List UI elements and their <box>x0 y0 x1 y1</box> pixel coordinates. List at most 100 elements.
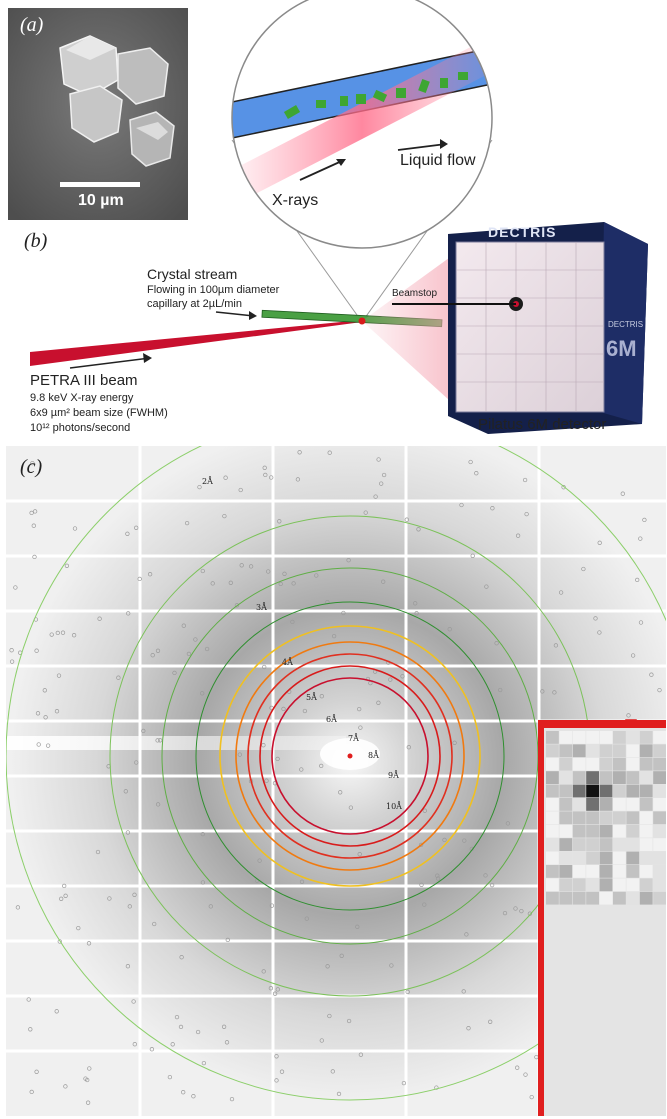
bragg-spot-marker <box>488 1019 493 1024</box>
resolution-ring-label: 2Å <box>202 477 213 486</box>
bragg-spot-marker <box>123 789 128 794</box>
bragg-spot-marker <box>152 921 157 927</box>
bragg-spot-marker <box>29 1089 34 1095</box>
inset-xrays-label: X-rays <box>272 192 319 209</box>
bragg-spot-marker <box>200 568 205 574</box>
zoom-pixel <box>586 824 599 838</box>
bragg-spot-marker <box>418 842 424 848</box>
zoom-pixel <box>546 865 559 878</box>
zoom-pixel <box>572 784 586 798</box>
bragg-spot-marker <box>71 633 77 638</box>
zoom-pixel <box>559 891 573 905</box>
bragg-spot-marker <box>346 1018 352 1024</box>
bragg-spot-marker <box>319 694 324 699</box>
zoom-pixel <box>586 798 599 811</box>
bragg-spot-marker <box>327 1013 332 1019</box>
bragg-spot-marker <box>581 566 586 572</box>
bragg-spot-marker <box>225 937 230 943</box>
zoom-pixel <box>626 878 640 892</box>
bragg-spot-marker <box>174 1014 180 1020</box>
zoom-pixel <box>653 824 666 838</box>
zoom-pixel <box>613 891 626 905</box>
bragg-spot-marker <box>155 802 161 807</box>
bragg-spot-marker <box>314 573 319 578</box>
beam-center <box>347 753 353 759</box>
zoom-inset <box>538 720 666 1116</box>
bragg-spot-marker <box>184 520 190 526</box>
bragg-spot-marker <box>239 563 244 568</box>
scale-bar-label: 10 µm <box>78 192 124 209</box>
bragg-spot-marker <box>635 577 640 583</box>
resolution-ring <box>235 641 465 871</box>
panel-b-label: (b) <box>24 230 48 252</box>
bragg-spot-marker <box>107 896 112 901</box>
bragg-spot-marker <box>72 526 78 531</box>
bragg-spot-marker <box>224 1040 230 1045</box>
zoom-pixel <box>546 784 559 798</box>
bragg-spot-marker <box>419 882 424 887</box>
zoom-pixel <box>572 811 586 825</box>
bragg-spot-marker <box>483 873 488 878</box>
xray-beam <box>232 36 492 206</box>
bragg-spot-marker <box>155 738 160 743</box>
bragg-spot-marker <box>269 903 275 908</box>
bragg-spot-marker <box>85 1100 91 1105</box>
bragg-spot-marker <box>404 517 409 522</box>
bragg-spot-marker <box>422 808 427 813</box>
bragg-spot-marker <box>304 916 309 921</box>
bragg-spot-marker <box>269 475 274 480</box>
bragg-spot-marker <box>248 564 254 569</box>
resolution-ring <box>247 653 453 859</box>
bragg-spot-marker <box>290 619 295 625</box>
bragg-spot-marker <box>442 837 447 843</box>
bragg-spot-marker <box>155 648 161 653</box>
bragg-spot-marker <box>489 882 495 888</box>
zoom-pixel <box>613 878 626 892</box>
resolution-ring <box>195 601 505 911</box>
bragg-spot-marker <box>186 651 192 657</box>
bragg-spot-marker <box>191 1094 196 1099</box>
bragg-spot-marker <box>657 687 662 693</box>
bragg-spot-marker <box>29 510 34 516</box>
zoom-pixel <box>586 811 599 825</box>
zoom-pixel <box>559 851 573 865</box>
zoom-pixel <box>653 771 666 784</box>
bragg-spot-marker <box>414 611 419 616</box>
zoom-pixel <box>572 731 586 744</box>
bragg-spot-marker <box>630 653 636 658</box>
bragg-spot-marker <box>229 1096 235 1102</box>
zoom-pixel <box>613 771 626 784</box>
zoom-pixel <box>639 771 653 784</box>
zoom-pixel <box>599 798 613 811</box>
bragg-spot-marker <box>264 778 269 783</box>
bragg-spot-marker <box>297 450 302 455</box>
bragg-spot-marker <box>204 646 210 652</box>
zoom-pixel <box>626 824 640 838</box>
resolution-ring-label: 4Å <box>282 658 293 667</box>
bragg-spot-marker <box>45 743 51 748</box>
bragg-spot-marker <box>401 1080 407 1086</box>
zoom-pixel <box>626 784 640 798</box>
resolution-ring-label: 10Å <box>386 802 402 811</box>
zoom-pixel <box>572 891 586 905</box>
bragg-spot-marker <box>42 688 47 693</box>
resolution-ring-label: 9Å <box>388 771 399 780</box>
bragg-spot-marker <box>200 880 206 885</box>
bragg-spot-marker <box>597 540 602 545</box>
bragg-spot-marker <box>529 1094 534 1100</box>
bragg-spot-marker <box>262 664 267 670</box>
bragg-spot-marker <box>540 689 545 694</box>
bragg-spot-marker <box>319 763 324 769</box>
bragg-spot-marker <box>552 690 557 695</box>
zoom-pixel <box>546 878 559 892</box>
bragg-spot-marker <box>223 475 228 480</box>
zoom-pixel <box>559 811 573 825</box>
bragg-spot-marker <box>642 517 647 523</box>
beam-title: PETRA III beam <box>30 372 138 389</box>
bragg-spot-marker <box>272 991 278 996</box>
zoom-pixel <box>599 771 613 784</box>
bragg-spot-marker <box>357 706 362 712</box>
beamstop-shadow <box>6 736 346 750</box>
bragg-spot-marker <box>228 580 233 585</box>
bragg-spot-marker <box>331 633 337 639</box>
